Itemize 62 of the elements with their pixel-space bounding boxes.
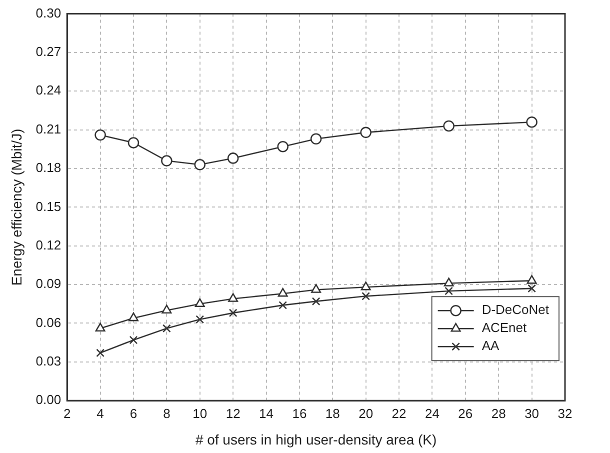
point: [94, 129, 106, 141]
y-tick-label: 0.03: [36, 354, 62, 368]
point: [95, 322, 106, 332]
point: [444, 286, 454, 296]
y-tick-label: 0.18: [36, 160, 62, 176]
x-tick-label: 22: [392, 406, 406, 421]
x-tick-label: 18: [325, 406, 340, 421]
point: [277, 140, 289, 152]
x-tick-label: 20: [358, 406, 374, 421]
y-tick-label: 0.30: [36, 5, 62, 20]
point: [128, 312, 138, 322]
point: [129, 336, 138, 344]
point: [311, 284, 322, 293]
y-tick-label: 0.12: [36, 237, 62, 252]
y-tick-label: 0.21: [36, 121, 62, 136]
point: [444, 278, 454, 286]
point: [196, 315, 204, 324]
point: [360, 126, 372, 138]
point: [443, 120, 454, 132]
y-tick-label: 0.27: [36, 44, 62, 60]
point: [128, 137, 140, 148]
point: [228, 308, 238, 318]
point: [194, 159, 206, 170]
legend-label: ACEnet: [482, 320, 528, 336]
x-tick-label: 16: [292, 406, 307, 421]
point: [312, 297, 320, 306]
legend-label: AA: [482, 338, 500, 354]
point: [194, 298, 205, 308]
point: [96, 348, 104, 358]
x-tick-label: 10: [192, 406, 208, 421]
y-tick-label: 0.00: [36, 392, 62, 408]
point: [526, 116, 538, 128]
x-tick-label: 24: [424, 406, 440, 421]
point: [528, 284, 536, 293]
x-axis-title: # of users in high user-density area (K): [195, 431, 437, 448]
point: [278, 301, 288, 310]
point: [228, 293, 238, 302]
y-axis-title: Energy efficiency (Mbit/J): [8, 128, 24, 286]
y-tick-label: 0.24: [36, 82, 62, 98]
point: [362, 292, 370, 300]
point: [227, 152, 239, 164]
point: [278, 288, 288, 297]
legend-label: D-DeCoNet: [482, 302, 550, 318]
x-tick-label: 26: [458, 406, 473, 421]
point: [360, 281, 371, 290]
x-tick-label: 28: [491, 406, 506, 421]
y-tick-label: 0.06: [36, 314, 62, 330]
x-tick-label: 6: [130, 406, 138, 421]
y-tick-label: 0.09: [36, 276, 62, 292]
point: [526, 275, 537, 284]
x-tick-label: 32: [558, 406, 572, 421]
point: [161, 155, 172, 166]
x-tick-label: 2: [63, 406, 71, 421]
x-tick-label: 14: [259, 406, 274, 421]
x-tick-label: 30: [524, 406, 540, 421]
y-tick-label: 0.15: [36, 198, 62, 214]
x-tick-label: 4: [96, 406, 104, 421]
point: [162, 304, 172, 314]
x-tick-label: 12: [226, 406, 240, 421]
point: [162, 324, 171, 333]
point: [310, 133, 322, 145]
x-tick-label: 8: [163, 406, 170, 421]
